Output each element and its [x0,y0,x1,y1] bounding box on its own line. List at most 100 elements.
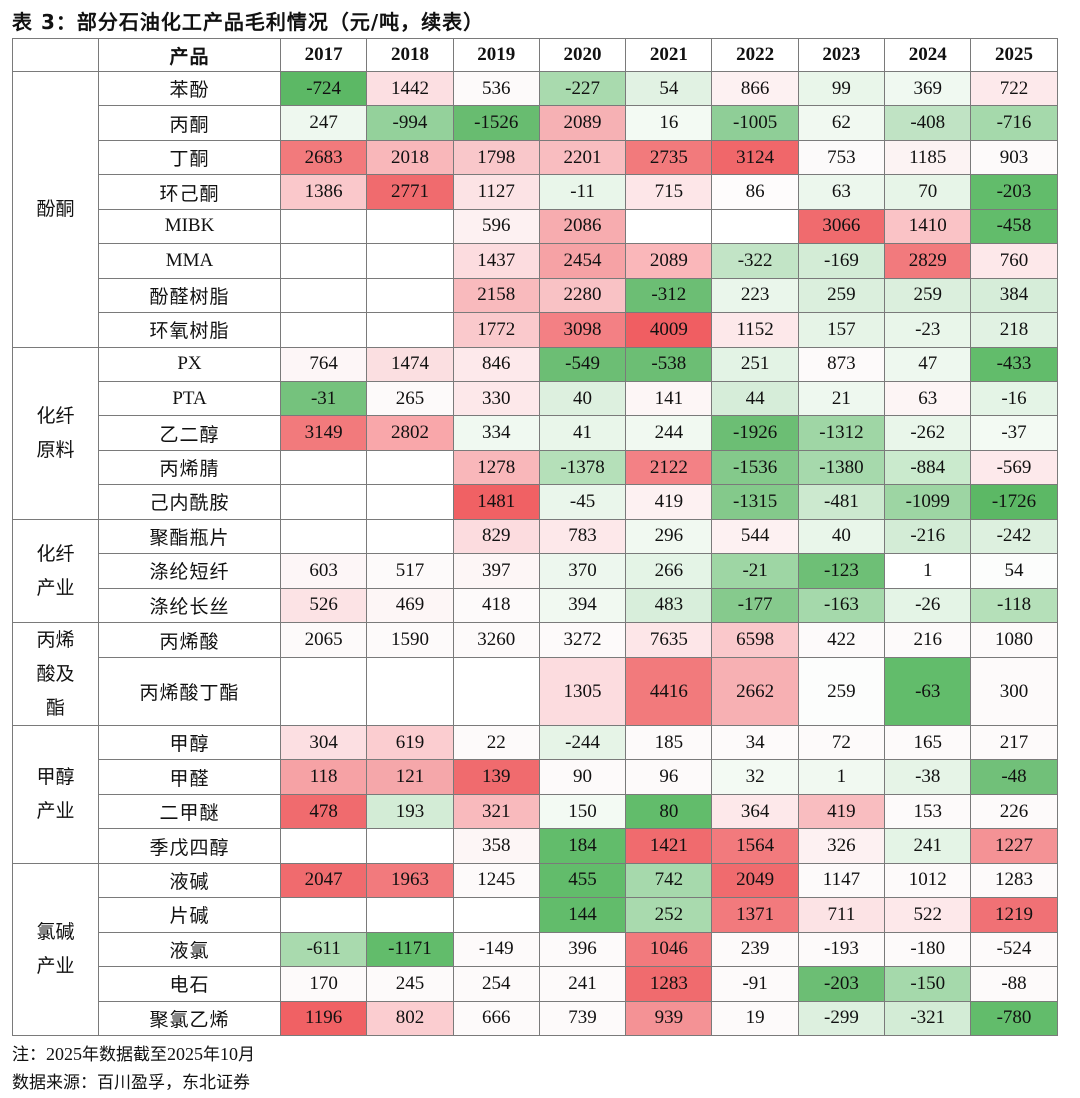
value-cell: 2802 [366,415,454,451]
value-cell: 2089 [538,105,627,141]
product-cell: 聚酯瓶片 [98,518,281,555]
value-cell: -244 [538,724,627,761]
value-cell: -458 [970,208,1058,245]
value-cell [279,484,368,520]
value-cell: 3066 [797,208,886,245]
value-cell: 419 [797,793,886,830]
value-cell: 2829 [884,243,972,279]
value-cell: 666 [452,1000,540,1036]
value-cell: 2771 [366,174,454,210]
value-cell: 783 [538,518,627,555]
value-cell: 397 [452,553,540,589]
value-cell: -45 [538,484,627,520]
value-cell: 216 [884,621,972,659]
value-cell [279,243,368,279]
value-cell: -262 [884,415,972,451]
value-cell: 1371 [711,897,799,933]
value-cell [366,484,454,520]
value-cell: 1185 [884,139,972,176]
value-cell: 40 [538,380,627,417]
value-cell [366,277,454,314]
value-cell: 418 [452,587,540,624]
group-header [12,38,99,72]
note-end-year: 2025 [167,1044,203,1064]
value-cell: 185 [625,724,713,761]
value-cell: 3098 [538,312,627,348]
value-cell: 396 [538,931,627,968]
value-cell [279,518,368,555]
value-cell: 2280 [538,277,627,314]
product-header: 产品 [98,38,281,72]
group-label: 丙烯 酸及酯 [12,622,99,726]
value-cell: 40 [797,518,886,555]
value-cell: -611 [279,931,368,968]
table-row: 片碱 144 252 1371 711 522 1219 [13,897,1058,933]
value-cell: 254 [452,966,540,1002]
value-cell: 44 [711,380,799,417]
value-cell: 603 [279,553,368,589]
value-cell: 72 [797,724,886,761]
value-cell: 300 [970,657,1058,726]
value-cell [279,897,368,933]
value-cell: 244 [625,415,713,451]
value-cell: 247 [279,105,368,141]
value-cell: 873 [797,346,886,382]
product-cell: 二甲醚 [98,793,281,830]
value-cell: 139 [452,759,540,795]
value-cell: 358 [452,828,540,864]
value-cell: -16 [970,380,1058,417]
value-cell: -26 [884,587,972,624]
group-label: 甲醇 产业 [12,725,99,864]
product-cell: 片碱 [98,897,281,933]
value-cell: 2122 [625,449,713,486]
value-cell: 715 [625,174,713,210]
product-cell: 电石 [98,966,281,1002]
table-row: 乙二醇 3149 2802 334 41 244 -1926 -1312 -262 -37 [13,415,1058,451]
value-cell: 2662 [711,657,799,726]
table-row: 化纤 产业 聚酯瓶片 829 783 296 544 40 -216 -242 [12,518,1058,624]
group-label: 氯碱 产业 [12,862,99,1036]
value-cell: 939 [625,1000,713,1036]
table-body: 酚酮 苯酚 -724 1442 536 -227 54 866 99 369 722 丙酮 247 -99… [12,70,1058,1036]
value-cell: -1380 [797,449,886,486]
value-cell: 483 [625,587,713,624]
value-cell: 245 [366,966,454,1002]
value-cell: 266 [625,553,713,589]
value-cell: 469 [366,587,454,624]
value-cell: -193 [797,931,886,968]
value-cell: 2201 [538,139,627,176]
table-row: 己内酰胺 1481 -45 419 -1315 -481 -1099 -1726 [13,484,1058,520]
value-cell: -149 [452,931,540,968]
group-label: 化纤 原料 [12,346,99,520]
value-cell: 3272 [538,621,627,659]
table-row: 甲醇 产业 甲醇 304 619 22 -244 185 34 72 165 217 [12,724,1058,864]
source-note: 数据来源：百川盈孚，东北证券 [12,1073,250,1093]
product-cell: 甲醇 [98,724,281,761]
value-cell: 364 [711,793,799,830]
table-row: 电石 170 245 254 241 1283 -91 -203 -150 -88 [13,966,1058,1002]
value-cell: 802 [366,1000,454,1036]
value-cell: 296 [625,518,713,555]
value-cell [366,243,454,279]
value-cell: -538 [625,346,713,382]
value-cell: -180 [884,931,972,968]
value-cell: -150 [884,966,972,1002]
value-cell: 217 [970,724,1058,761]
table-row: 丙烯腈 1278 -1378 2122 -1536 -1380 -884 -569 [13,449,1058,486]
value-cell: 2049 [711,862,799,899]
value-cell: 739 [538,1000,627,1036]
product-cell: 涤纶长丝 [98,587,281,624]
table-row: 液氯 -611 -1171 -149 396 1046 239 -193 -180 -524 [13,931,1058,968]
value-cell: 1963 [366,862,454,899]
value-cell: -169 [797,243,886,279]
value-cell: 1564 [711,828,799,864]
value-cell: -23 [884,312,972,348]
value-cell: 764 [279,346,368,382]
value-cell: 265 [366,380,454,417]
value-cell: 153 [884,793,972,830]
value-cell: 370 [538,553,627,589]
value-cell: 1219 [970,897,1058,933]
value-cell: 3149 [279,415,368,451]
value-cell [279,208,368,245]
value-cell: -312 [625,277,713,314]
